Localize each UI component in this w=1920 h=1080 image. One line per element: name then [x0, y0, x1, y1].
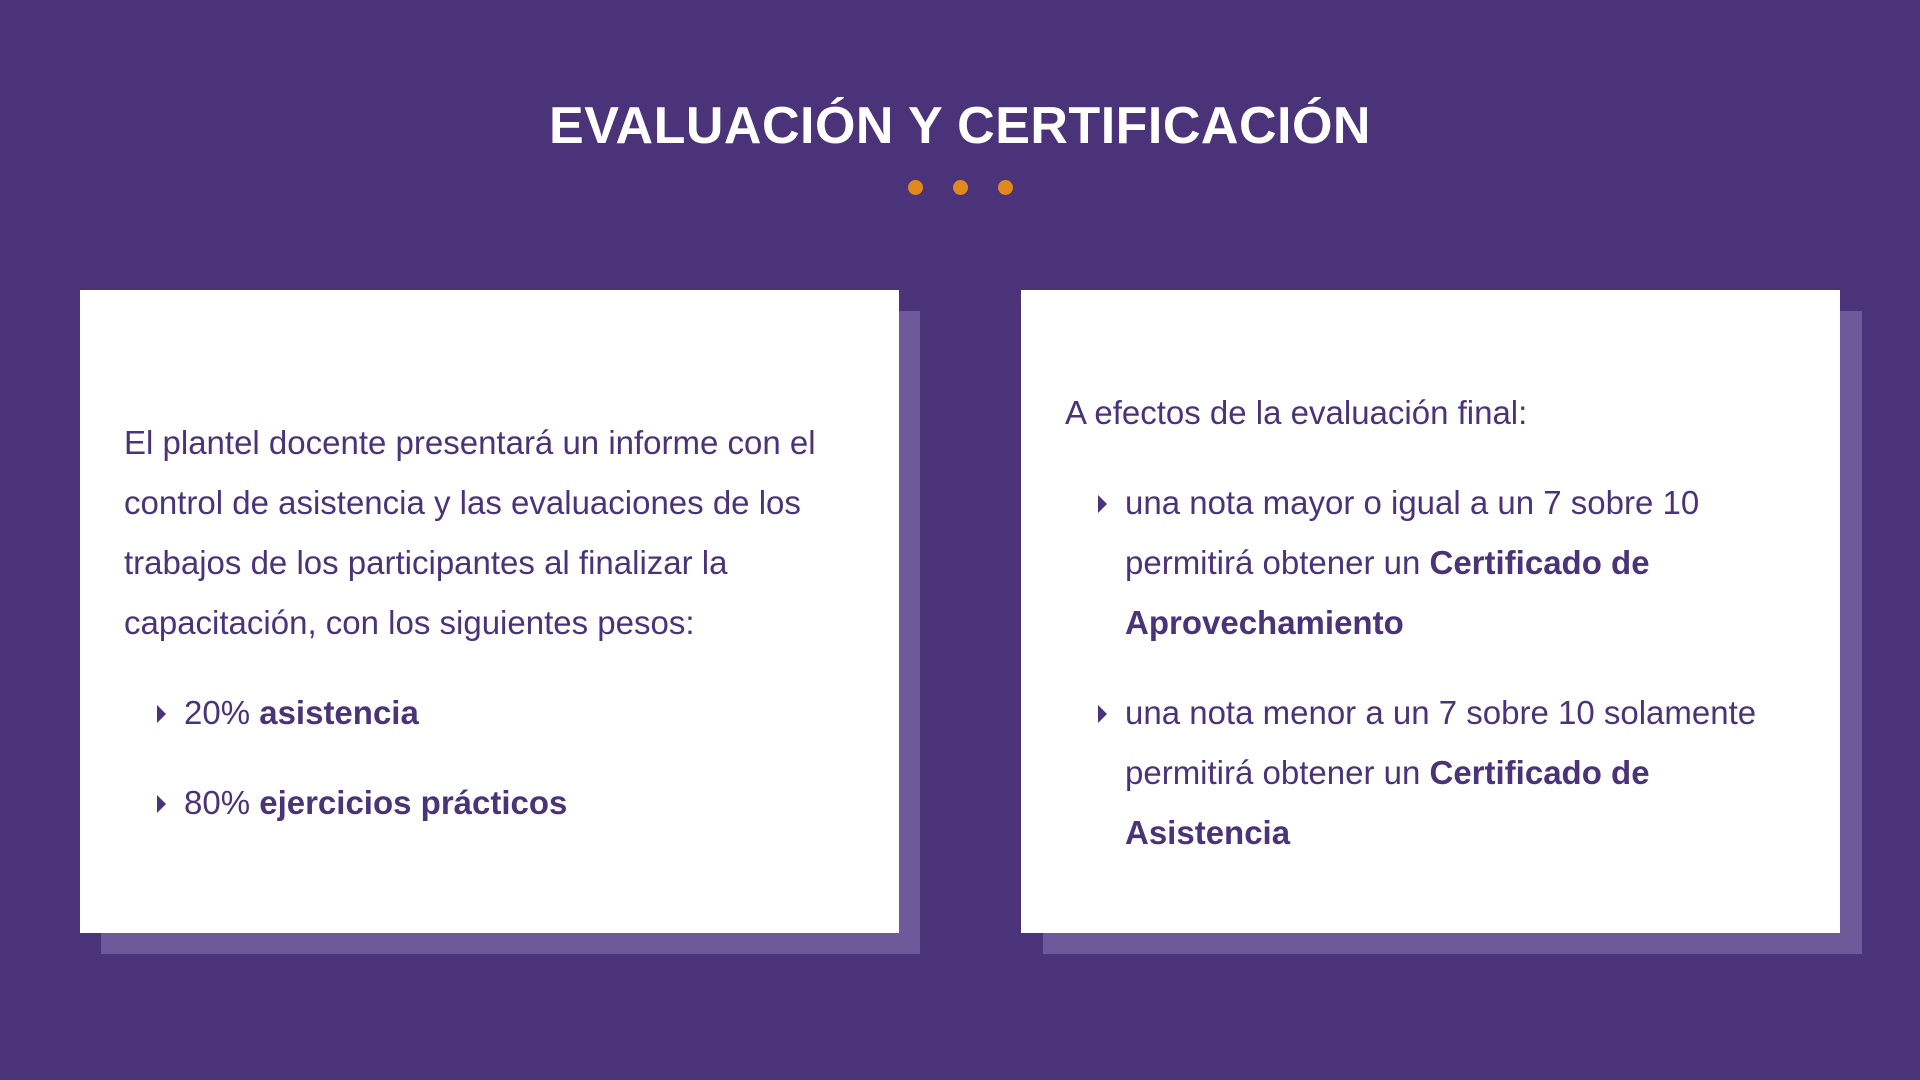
certification-intro: A efectos de la evaluación final: [1065, 394, 1528, 431]
title-decoration-dots [0, 180, 1920, 195]
decoration-dot [997, 180, 1013, 195]
certification-list: una nota mayor o igual a un 7 sobre 10 p… [1065, 473, 1796, 863]
certificate-name: Certificado de Asistencia [1125, 754, 1650, 851]
weight-label: asistencia [259, 694, 419, 731]
page-title: EVALUACIÓN Y CERTIFICACIÓN [549, 97, 1371, 155]
decoration-dot [907, 180, 923, 195]
weights-card: El plantel docente presentará un informe… [80, 290, 899, 933]
certification-condition: una nota menor a un 7 sobre 10 solamente… [1125, 694, 1757, 791]
caret-right-icon [157, 705, 166, 723]
certification-condition: una nota mayor o igual a un 7 sobre 10 p… [1125, 484, 1700, 581]
certification-card: A efectos de la evaluación final: una no… [1021, 290, 1840, 933]
weight-percent: 80% [184, 784, 260, 821]
weights-list: 20% asistencia 80% ejercicios prácticos [124, 683, 855, 833]
weights-intro: El plantel docente presentará un informe… [124, 424, 816, 641]
caret-right-icon [1098, 495, 1107, 513]
decoration-dot [952, 180, 968, 195]
list-item: 20% asistencia [124, 683, 855, 743]
list-item: 80% ejercicios prácticos [124, 773, 855, 833]
weight-percent: 20% [184, 694, 260, 731]
caret-right-icon [157, 795, 166, 813]
list-item: una nota menor a un 7 sobre 10 solamente… [1065, 683, 1796, 863]
weight-label: ejercicios prácticos [259, 784, 568, 821]
list-item: una nota mayor o igual a un 7 sobre 10 p… [1065, 473, 1796, 653]
caret-right-icon [1098, 705, 1107, 723]
certificate-name: Certificado de Aprovechamiento [1125, 544, 1650, 641]
